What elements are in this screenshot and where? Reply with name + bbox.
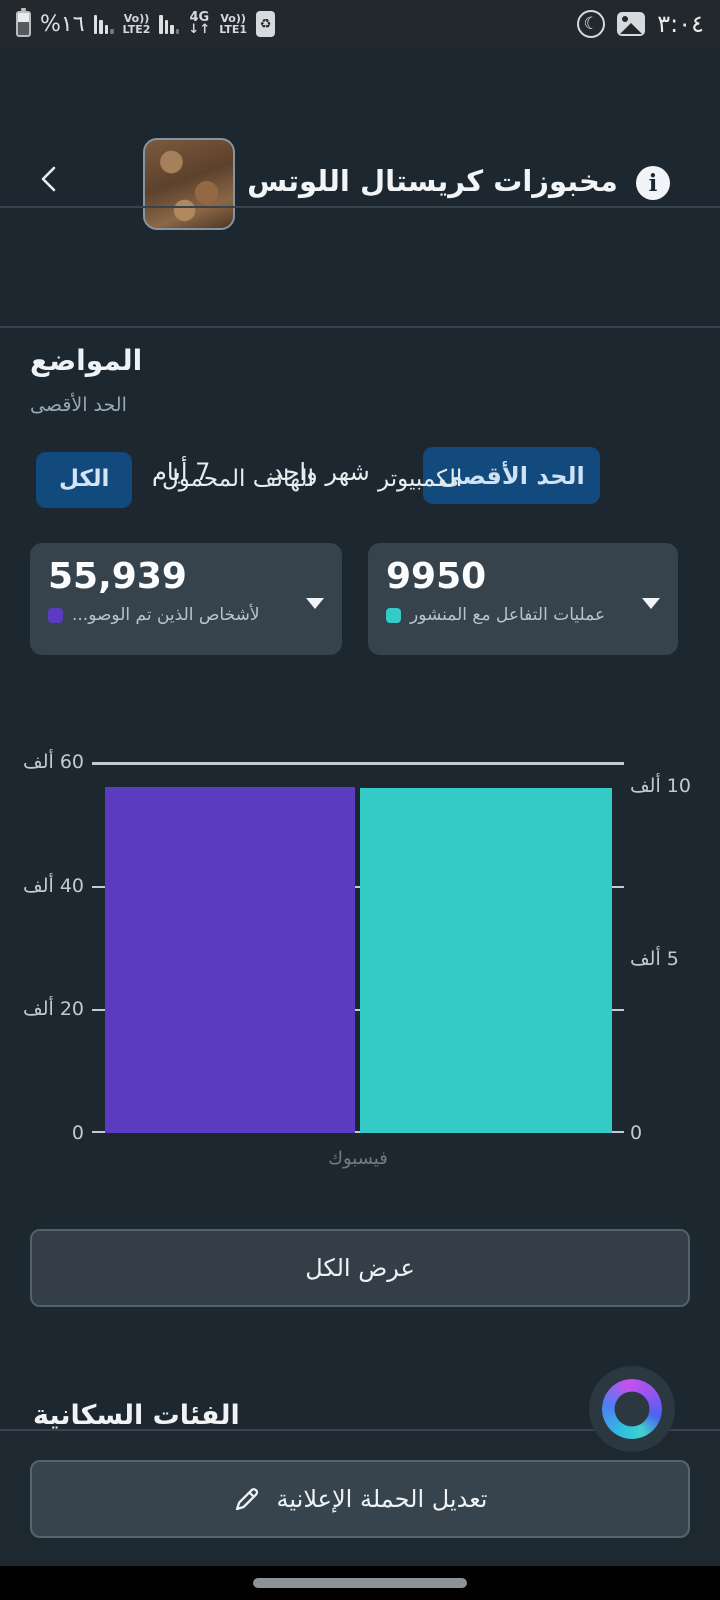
- left-axis-tick-60k: 60 ألف: [23, 751, 84, 773]
- battery-percent: %١٦: [40, 11, 85, 37]
- gridline-0: [92, 1131, 624, 1133]
- battery-icon: [16, 8, 31, 37]
- metric-label-engagement: عمليات التفاعل مع المنشور: [410, 605, 606, 625]
- info-icon[interactable]: i: [636, 166, 670, 200]
- spinner-gradient-ring: [602, 1379, 662, 1439]
- do-not-disturb-moon-icon: ☾: [577, 10, 606, 38]
- battery-saver-icon: ♻: [256, 11, 276, 37]
- status-left-cluster: %١٦ Vo)) LTE2 4G ↓↑ Vo)) LTE1 ♻: [16, 8, 276, 37]
- gridline-40k: [92, 886, 624, 888]
- clock-time: ٣:٠٤: [657, 10, 704, 38]
- gridline-60k: [92, 762, 624, 765]
- left-axis-tick-0: 0: [71, 1122, 84, 1144]
- device-tab-all-selected[interactable]: الكل: [36, 452, 133, 508]
- volte-badge-2: Vo)) LTE1: [219, 12, 248, 36]
- bar-engagement[interactable]: [360, 788, 612, 1133]
- screenshot-icon: [617, 12, 646, 36]
- metric-card-engagement[interactable]: 9950 عمليات التفاعل مع المنشور: [368, 543, 678, 655]
- clipped-section-title: الفئات السكانية: [33, 1400, 240, 1431]
- edit-campaign-button[interactable]: تعديل الحملة الإعلانية: [30, 1460, 690, 1538]
- section-title-placements: المواضع: [30, 344, 143, 377]
- device-tab-computer[interactable]: الكمبيوتر: [378, 466, 463, 492]
- loading-spinner: [589, 1366, 675, 1452]
- metric-card-reach[interactable]: 55,939 لأشخاص الذين تم الوصو...: [30, 543, 342, 655]
- status-right-cluster: ☾ ٣:٠٤: [577, 10, 704, 38]
- right-axis-tick-0: 0: [630, 1122, 643, 1144]
- right-axis-tick-10k: 10 ألف: [630, 775, 691, 797]
- x-axis-category-facebook: فيسبوك: [328, 1148, 388, 1169]
- left-axis-tick-40k: 40 ألف: [23, 875, 84, 897]
- tab-one-month[interactable]: شهر واحد: [272, 458, 370, 486]
- bar-reach[interactable]: [105, 787, 355, 1133]
- tab-maximum-selected[interactable]: الحد الأقصى: [423, 447, 600, 504]
- caret-down-icon[interactable]: [306, 598, 324, 609]
- bottom-action-bar: تعديل الحملة الإعلانية: [0, 1429, 720, 1566]
- metric-value-engagement: 9950: [386, 556, 487, 597]
- status-bar: %١٦ Vo)) LTE2 4G ↓↑ Vo)) LTE1 ♻ ☾ ٣:٠٤: [0, 0, 720, 48]
- gesture-nav-bar: [0, 1566, 720, 1600]
- header-divider: [0, 206, 720, 208]
- edit-campaign-label: تعديل الحملة الإعلانية: [276, 1485, 488, 1513]
- plot-area: [92, 762, 624, 1133]
- page-header: مخبوزات كريستال اللوتس i: [0, 48, 720, 230]
- metric-label-reach: لأشخاص الذين تم الوصو...: [72, 605, 260, 625]
- tabs-divider: [0, 326, 720, 328]
- signal-bars-icon-1: [93, 14, 114, 34]
- page-title: مخبوزات كريستال اللوتس: [247, 164, 618, 198]
- caret-down-icon[interactable]: [642, 598, 660, 609]
- volte-badge-1: Vo)) LTE2: [122, 12, 151, 36]
- gesture-handle[interactable]: [253, 1578, 467, 1588]
- left-axis-tick-20k: 20 ألف: [23, 998, 84, 1020]
- engagement-legend-dot: [386, 607, 401, 623]
- metric-value-reach: 55,939: [48, 556, 187, 597]
- placements-bar-chart: 60 ألف 40 ألف 20 ألف 0 10 ألف 5 ألف 0 في…: [0, 720, 720, 1170]
- section-subtitle: الحد الأقصى: [30, 394, 127, 416]
- pencil-icon: [233, 1485, 261, 1513]
- device-tab-mobile[interactable]: الهاتف المحمول: [162, 466, 314, 492]
- gridline-20k: [92, 1009, 624, 1011]
- network-4g-badge: 4G ↓↑: [188, 10, 211, 37]
- back-chevron-icon[interactable]: [36, 164, 62, 194]
- period-tabs: 7 أيام شهر واحد الحد الأقصى: [0, 208, 720, 504]
- tab-7-days[interactable]: 7 أيام: [152, 458, 211, 486]
- reach-legend-dot: [48, 607, 63, 623]
- signal-bars-icon-2: [159, 14, 180, 34]
- page-avatar[interactable]: [143, 138, 235, 230]
- right-axis-tick-5k: 5 ألف: [630, 948, 679, 970]
- view-all-button[interactable]: عرض الكل: [30, 1229, 690, 1307]
